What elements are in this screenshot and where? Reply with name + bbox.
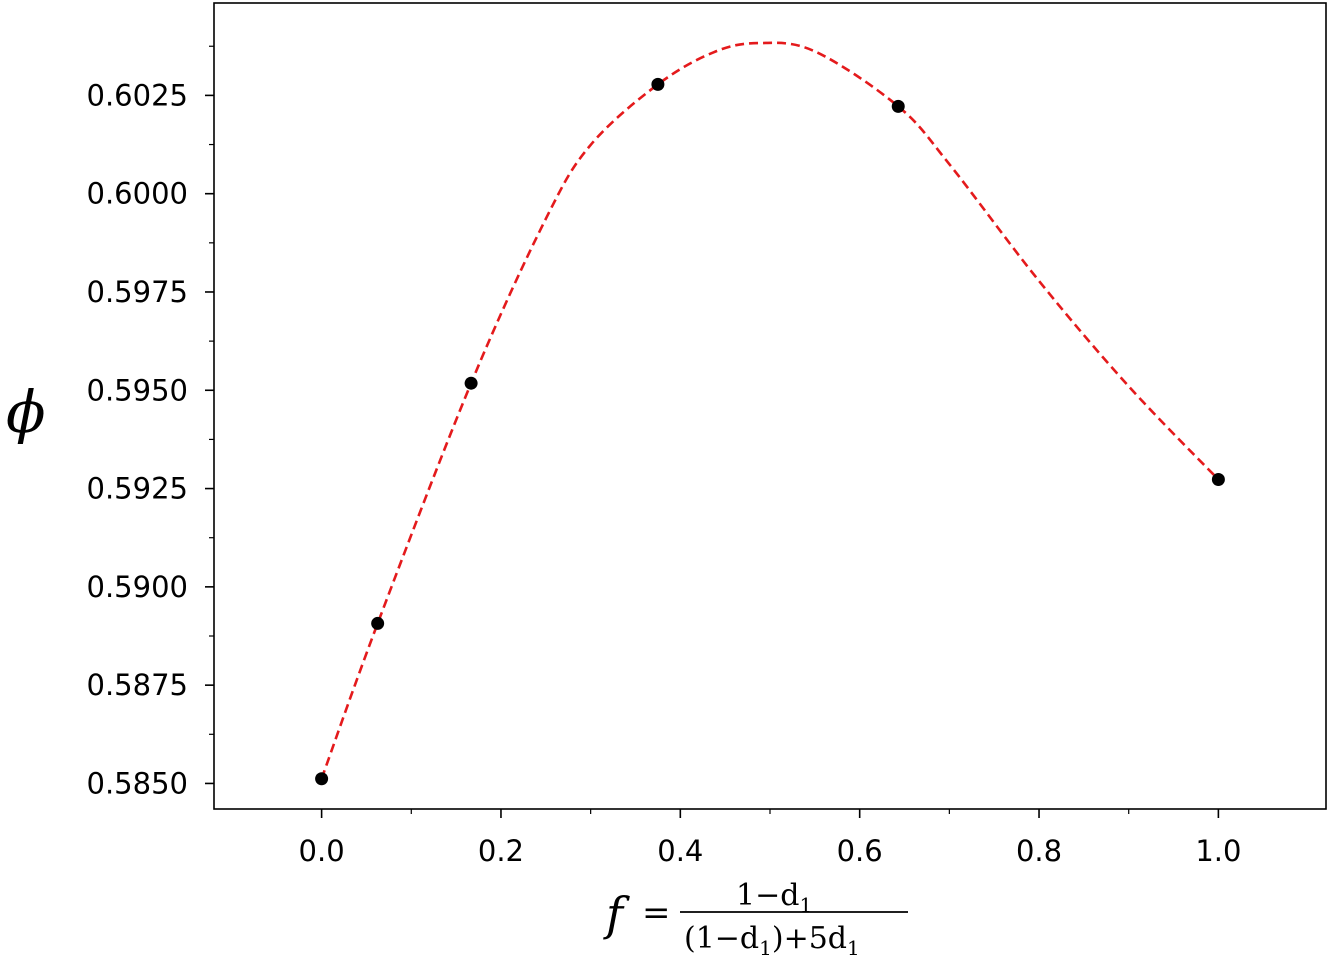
x-axis-label: f = 1−d1 (1−d1)+5d1	[603, 878, 908, 960]
y-tick-label: 0.5900	[87, 570, 188, 604]
x-label-equals: =	[642, 893, 671, 933]
data-point	[891, 99, 905, 113]
y-axis-ticks: 0.5850 0.5875 0.5900 0.5925 0.5950 0.5975 0.60…	[87, 45, 214, 800]
x-tick-label: 0.4	[657, 834, 703, 868]
y-tick-label: 0.5975	[87, 275, 188, 309]
y-tick-label: 0.5950	[87, 373, 188, 407]
x-tick-label: 0.6	[837, 834, 883, 868]
data-point	[371, 616, 385, 630]
x-label-denominator: (1−d1)+5d1	[684, 921, 860, 960]
x-tick-label: 0.8	[1016, 834, 1062, 868]
y-tick-label: 0.5925	[87, 472, 188, 506]
data-point	[651, 77, 665, 91]
y-axis-label: ϕ	[6, 378, 46, 446]
y-tick-label: 0.5850	[87, 766, 188, 800]
x-label-numerator: 1−d1	[736, 878, 812, 917]
y-tick-label: 0.5875	[87, 668, 188, 702]
x-tick-label: 1.0	[1195, 834, 1241, 868]
x-tick-label: 0.2	[478, 834, 524, 868]
x-tick-label: 0.0	[299, 834, 345, 868]
x-axis-ticks: 0.0 0.2 0.4 0.6 0.8 1.0	[299, 809, 1241, 868]
fit-curve-line	[320, 41, 1220, 780]
plot-background	[214, 3, 1326, 809]
data-point	[315, 772, 329, 786]
data-points-layer	[315, 77, 1225, 786]
x-label-lhs: f	[603, 887, 630, 941]
data-point	[1211, 473, 1225, 487]
fit-curve-layer	[320, 41, 1220, 780]
y-tick-label: 0.6000	[87, 177, 188, 211]
data-point	[464, 376, 478, 390]
y-tick-label: 0.6025	[87, 78, 188, 112]
